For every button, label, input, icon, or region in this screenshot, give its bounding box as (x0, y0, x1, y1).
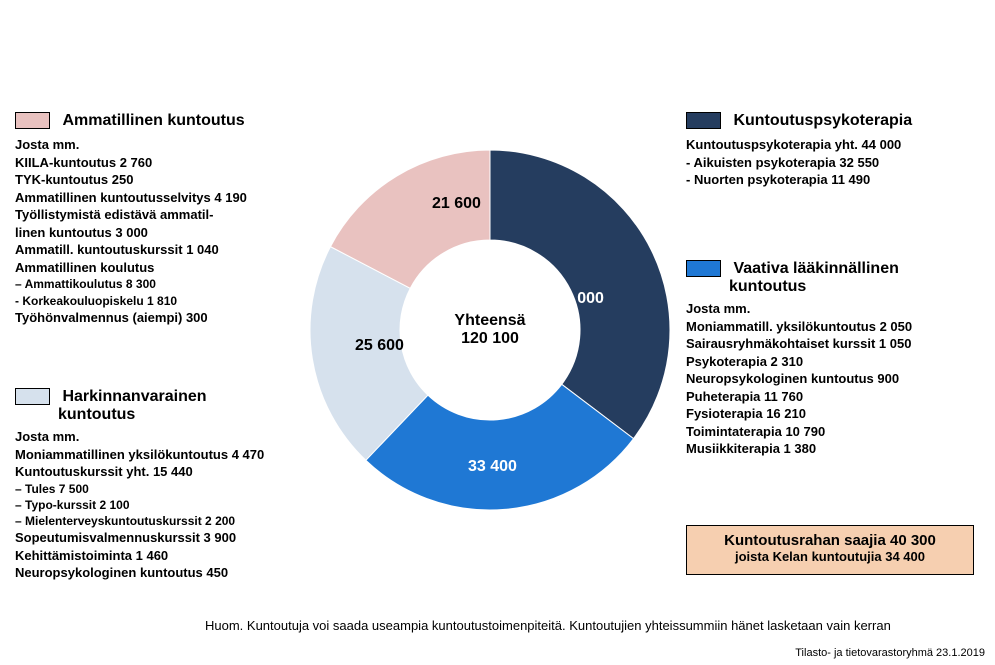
swatch-harkinnanvarainen (15, 388, 50, 405)
item-list: Moniammatillinen yksilökuntoutus 4 470Ku… (15, 446, 295, 582)
list-item: KIILA-kuntoutus 2 760 (15, 154, 295, 172)
legend-row: Harkinnanvarainen (15, 388, 295, 406)
list-item: Sopeutumisvalmennuskurssit 3 900 (15, 529, 295, 547)
list-item: Toimintaterapia 10 790 (686, 423, 986, 441)
legend-right-psykoterapia: Kuntoutuspsykoterapia Kuntoutuspsykotera… (686, 112, 986, 189)
slice-label: 25 600 (355, 337, 404, 355)
subhead: Josta mm. (15, 136, 295, 154)
list-item: linen kuntoutus 3 000 (15, 224, 295, 242)
slice-label: 21 600 (432, 195, 481, 213)
subhead: Josta mm. (686, 300, 986, 318)
list-item: – Ammattikoulutus 8 300 (15, 276, 295, 292)
list-item: Puheterapia 11 760 (686, 388, 986, 406)
item-list: Kuntoutuspsykoterapia yht. 44 000- Aikui… (686, 136, 986, 189)
list-item: - Nuorten psykoterapia 11 490 (686, 171, 986, 189)
legend-title: Harkinnanvarainen (62, 388, 206, 405)
list-item: Psykoterapia 2 310 (686, 353, 986, 371)
list-item: Moniammatillinen yksilökuntoutus 4 470 (15, 446, 295, 464)
list-item: - Korkeakouluopiskelu 1 810 (15, 293, 295, 309)
legend-title: Kuntoutuspsykoterapia (733, 112, 912, 129)
footnote: Huom. Kuntoutuja voi saada useampia kunt… (205, 618, 891, 633)
item-list: Moniammatill. yksilökuntoutus 2 050Saira… (686, 318, 986, 458)
list-item: Työhönvalmennus (aiempi) 300 (15, 309, 295, 327)
legend-row: Kuntoutuspsykoterapia (686, 112, 986, 130)
slice-label: 44 000 (555, 290, 604, 308)
legend-row: Vaativa lääkinnällinen (686, 260, 986, 278)
legend-title-line2: kuntoutus (686, 278, 986, 296)
list-item: Ammatillinen koulutus (15, 259, 295, 277)
chart-center-label: Yhteensä 120 100 (454, 312, 525, 348)
list-item: Fysioterapia 16 210 (686, 405, 986, 423)
item-list: KIILA-kuntoutus 2 760TYK-kuntoutus 250Am… (15, 154, 295, 327)
list-item: TYK-kuntoutus 250 (15, 171, 295, 189)
list-item: Kuntoutuspsykoterapia yht. 44 000 (686, 136, 986, 154)
legend-row: Ammatillinen kuntoutus (15, 112, 295, 130)
list-item: Neuropsykologinen kuntoutus 900 (686, 370, 986, 388)
list-item: – Mielenterveyskuntoutuskurssit 2 200 (15, 513, 295, 529)
box-line1: Kuntoutusrahan saajia 40 300 (687, 532, 973, 549)
list-item: – Typo-kurssit 2 100 (15, 497, 295, 513)
list-item: – Tules 7 500 (15, 481, 295, 497)
list-item: Ammatill. kuntoutuskurssit 1 040 (15, 241, 295, 259)
swatch-vaativa (686, 260, 721, 277)
legend-title: Vaativa lääkinnällinen (733, 260, 898, 277)
box-line2: joista Kelan kuntoutujia 34 400 (687, 549, 973, 564)
list-item: Musiikkiterapia 1 380 (686, 440, 986, 458)
legend-title: Ammatillinen kuntoutus (62, 112, 244, 129)
list-item: - Aikuisten psykoterapia 32 550 (686, 154, 986, 172)
attribution: Tilasto- ja tietovarastoryhmä 23.1.2019 (795, 647, 985, 659)
list-item: Sairausryhmäkohtaiset kurssit 1 050 (686, 335, 986, 353)
center-line1: Yhteensä (454, 312, 525, 330)
subhead: Josta mm. (15, 428, 295, 446)
swatch-ammatillinen (15, 112, 50, 129)
legend-right-vaativa: Vaativa lääkinnällinen kuntoutus Josta m… (686, 260, 986, 458)
list-item: Moniammatill. yksilökuntoutus 2 050 (686, 318, 986, 336)
legend-title-line2: kuntoutus (15, 406, 295, 424)
summary-box: Kuntoutusrahan saajia 40 300 joista Kela… (686, 525, 974, 575)
donut-chart: Yhteensä 120 100 44 000 33 400 25 600 21 60… (300, 140, 680, 520)
list-item: Työllistymistä edistävä ammatil- (15, 206, 295, 224)
list-item: Neuropsykologinen kuntoutus 450 (15, 564, 295, 582)
legend-left-ammatillinen: Ammatillinen kuntoutus Josta mm. KIILA-k… (15, 112, 295, 326)
list-item: Kuntoutuskurssit yht. 15 440 (15, 463, 295, 481)
slice-label: 33 400 (468, 458, 517, 476)
list-item: Kehittämistoiminta 1 460 (15, 547, 295, 565)
swatch-psykoterapia (686, 112, 721, 129)
list-item: Ammatillinen kuntoutusselvitys 4 190 (15, 189, 295, 207)
center-line2: 120 100 (454, 330, 525, 348)
legend-left-harkinnanvarainen: Harkinnanvarainen kuntoutus Josta mm. Mo… (15, 388, 295, 582)
